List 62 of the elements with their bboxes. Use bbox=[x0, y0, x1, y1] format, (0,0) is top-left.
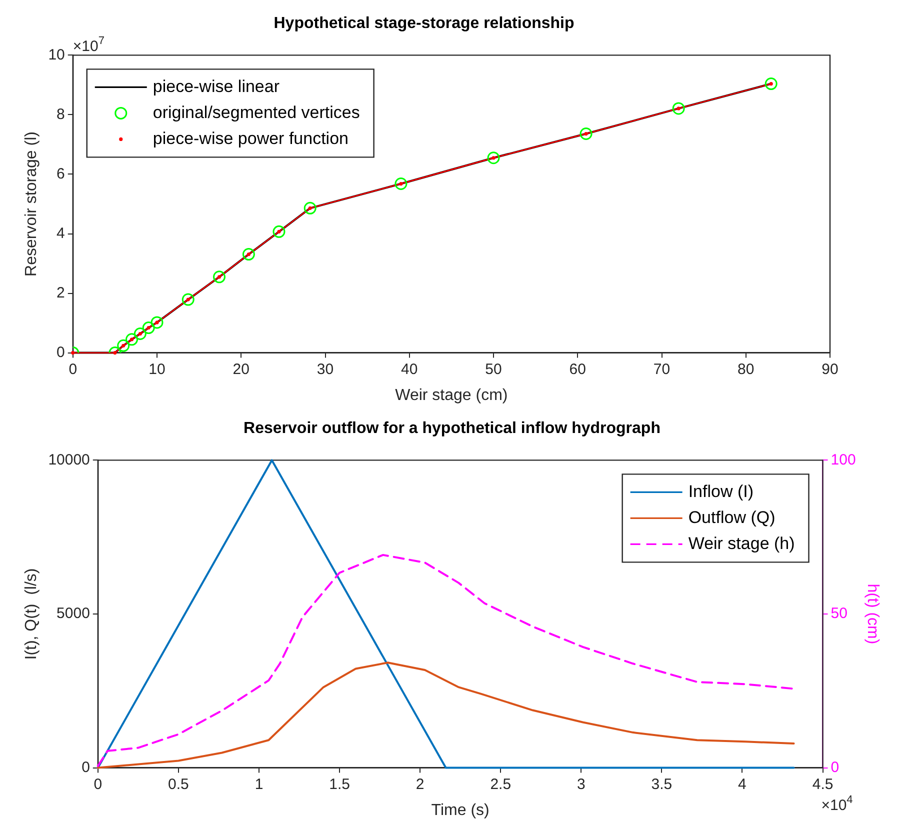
y-tick-label: 8 bbox=[56, 106, 65, 123]
y-tick-label: 2 bbox=[56, 284, 65, 302]
point bbox=[113, 351, 117, 355]
y2-tick-label: 0 bbox=[830, 758, 840, 776]
x-axis-title: Weir stage (cm) bbox=[395, 386, 508, 404]
x-tick-label: 90 bbox=[822, 360, 838, 378]
y2-axis-title: h(t) (cm) bbox=[864, 584, 881, 644]
point bbox=[213, 270, 226, 284]
legend-label: piece-wise power function bbox=[152, 128, 348, 148]
x-tick-label: 2 bbox=[416, 776, 424, 793]
x-axis-title: Time (s) bbox=[431, 802, 490, 819]
y-tick-label: 0 bbox=[56, 344, 65, 361]
x-tick-label: 4.5 bbox=[812, 776, 834, 793]
y-tick-label: 4 bbox=[56, 224, 65, 242]
point bbox=[142, 322, 155, 334]
point bbox=[117, 339, 130, 352]
point bbox=[242, 248, 255, 261]
y2-tick-label: 50 bbox=[830, 605, 848, 622]
x-tick-label: 1 bbox=[254, 776, 264, 793]
x-tick-label: 60 bbox=[569, 360, 586, 378]
x-tick-label: 3.5 bbox=[651, 776, 672, 793]
x-tick-label: 20 bbox=[232, 360, 250, 378]
point bbox=[764, 78, 778, 90]
y-tick-label: 6 bbox=[56, 165, 65, 182]
chart-title: Reservoir outflow for a hypothetical inflow hydrograph bbox=[244, 420, 660, 438]
x-tick-label: 1.5 bbox=[329, 776, 350, 793]
x-tick-label: 0.5 bbox=[168, 776, 189, 793]
x-tick-label: 10 bbox=[148, 360, 166, 378]
point bbox=[304, 202, 316, 214]
legend-label: Outflow (Q) bbox=[688, 508, 776, 527]
point bbox=[134, 328, 146, 340]
point bbox=[272, 225, 286, 238]
point bbox=[71, 351, 75, 355]
x-tick-label: 80 bbox=[738, 360, 754, 378]
chart-title: Hypothetical stage-storage relationship bbox=[274, 15, 574, 32]
y-tick-label: 0 bbox=[82, 758, 90, 776]
y-tick-label: 10 bbox=[48, 46, 65, 64]
x-tick-label: 50 bbox=[485, 360, 502, 378]
x-tick-label: 0 bbox=[94, 776, 102, 793]
x-tick-label: 3 bbox=[576, 776, 586, 793]
y2-tick-label: 100 bbox=[830, 451, 856, 468]
x-tick-label: 30 bbox=[316, 360, 334, 378]
y-axis-title: Reservoir storage (l) bbox=[23, 132, 40, 276]
point bbox=[394, 178, 408, 190]
point bbox=[182, 293, 194, 306]
x-tick-label: 2.5 bbox=[490, 776, 512, 793]
point bbox=[126, 333, 138, 346]
y-tick-label: 10000 bbox=[48, 451, 90, 468]
y-tick-label: 5000 bbox=[56, 605, 90, 622]
x-tick-label: 4 bbox=[738, 776, 746, 793]
point bbox=[487, 152, 500, 164]
legend-label: Inflow (I) bbox=[688, 482, 754, 501]
x-tick-label: 70 bbox=[653, 360, 670, 378]
legend-label: original/segmented vertices bbox=[152, 102, 360, 122]
x-tick-label: 40 bbox=[401, 360, 418, 378]
legend-label: Weir stage (h) bbox=[688, 534, 795, 553]
point bbox=[150, 316, 164, 329]
line-series bbox=[96, 554, 795, 767]
y-axis-title: I(t), Q(t) (l/s) bbox=[23, 568, 40, 660]
point bbox=[672, 102, 685, 115]
legend-label: piece-wise linear bbox=[152, 76, 280, 96]
point bbox=[580, 128, 592, 140]
